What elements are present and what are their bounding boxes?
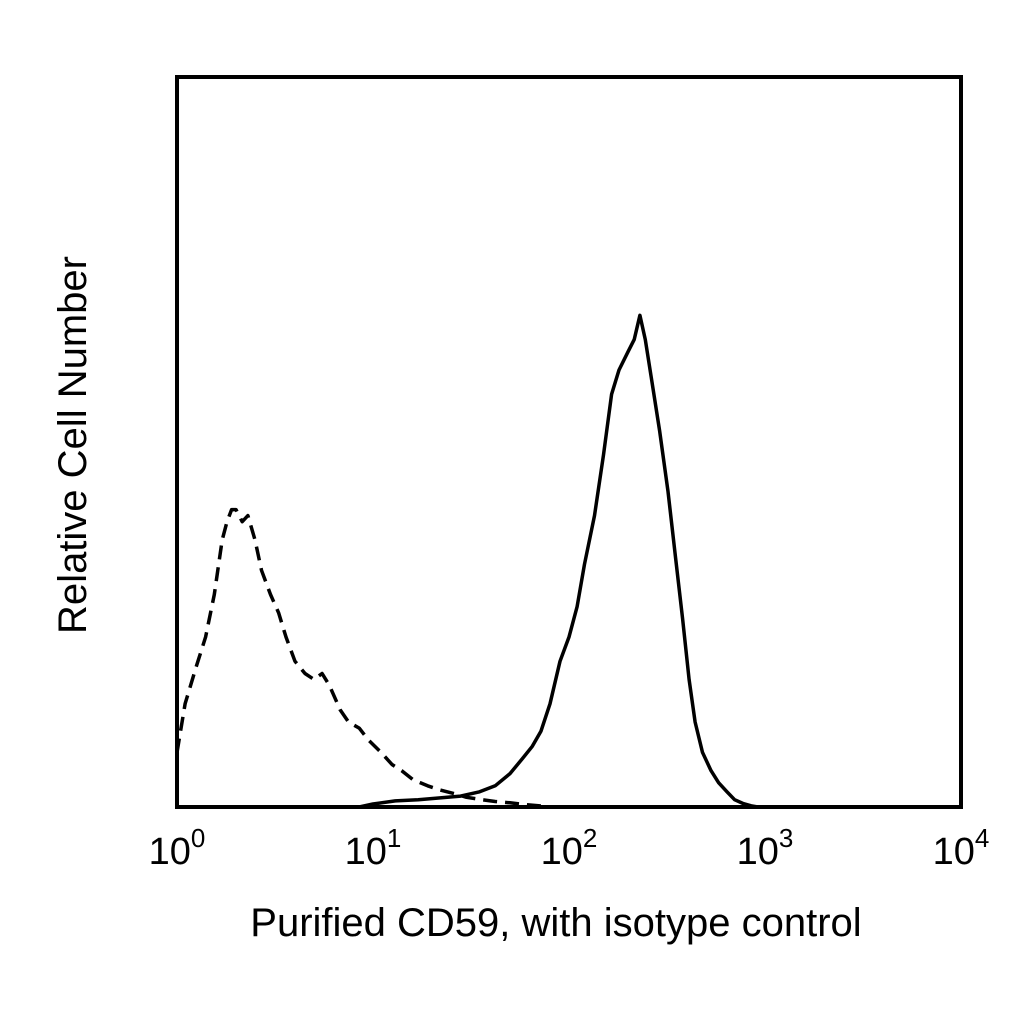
x-axis-title: Purified CD59, with isotype control: [250, 901, 861, 945]
plot-frame: [175, 75, 963, 809]
x-tick-label: 103: [737, 823, 794, 873]
x-tick-label: 101: [345, 823, 402, 873]
x-axis-ticks: 100 101 102 103 104: [149, 823, 990, 873]
x-tick-label: 104: [933, 823, 990, 873]
cd59-histogram: [358, 313, 759, 809]
y-axis-title: Relative Cell Number: [51, 256, 95, 634]
x-tick-label: 102: [541, 823, 598, 873]
x-tick-label: 100: [149, 823, 206, 873]
series-layer: [175, 313, 759, 809]
